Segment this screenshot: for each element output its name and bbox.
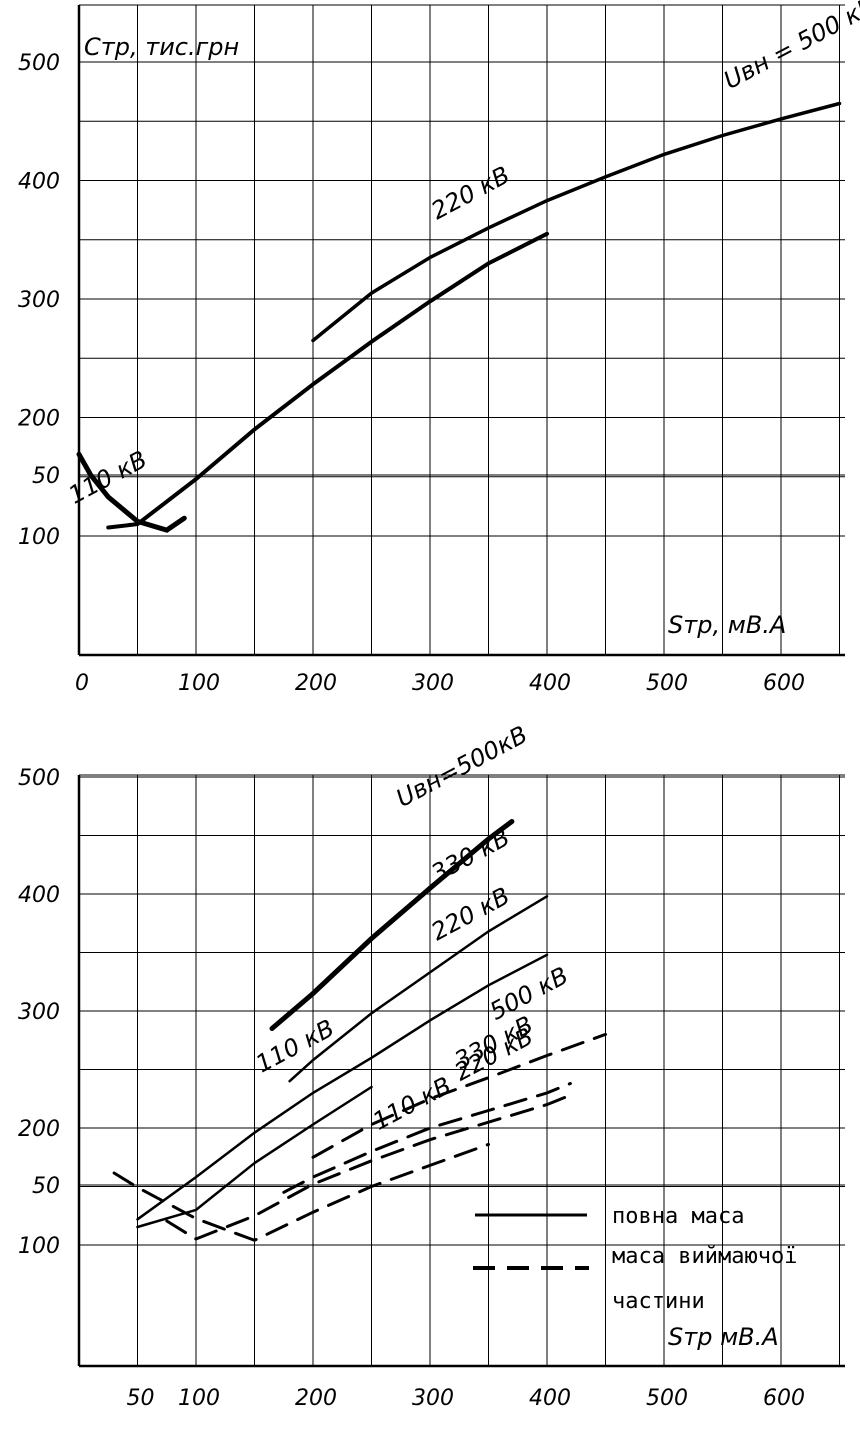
y-tick-label: 300 bbox=[18, 288, 60, 313]
chart-top: 50 100 200 300 400 500 0 100 200 300 400 500 600 Стр,… bbox=[18, 0, 860, 696]
series-line bbox=[76, 451, 187, 533]
x-tick-label: 400 bbox=[529, 671, 571, 696]
x-tick-label: 300 bbox=[412, 671, 454, 696]
y-tick-label: 50 bbox=[32, 1174, 60, 1199]
series-line bbox=[136, 1085, 373, 1229]
x-tick-label: 0 bbox=[75, 671, 89, 696]
y-tick-label: 400 bbox=[18, 883, 60, 908]
x-tick-label: 600 bbox=[763, 671, 805, 696]
x-tick-label: 100 bbox=[178, 671, 220, 696]
legend-label-solid: повна маса bbox=[612, 1204, 744, 1229]
series-line bbox=[282, 1082, 572, 1194]
x-tick-label: 300 bbox=[412, 1386, 454, 1411]
x-tick-label: 600 bbox=[763, 1386, 805, 1411]
x-tick-label: 50 bbox=[127, 1386, 155, 1411]
series-line bbox=[136, 953, 549, 1221]
series-label: 110 кВ bbox=[251, 1014, 339, 1078]
series-label: Uвн = 500 кВ bbox=[719, 0, 860, 95]
x-tick-label: 500 bbox=[646, 1386, 688, 1411]
series-line bbox=[106, 231, 549, 530]
series-line bbox=[311, 1032, 607, 1159]
series-label: 330 кВ bbox=[427, 823, 515, 887]
series-line bbox=[269, 819, 515, 1031]
x-tick-label: 500 bbox=[646, 671, 688, 696]
y-tick-label: 500 bbox=[18, 51, 60, 76]
series-label: 500 кВ bbox=[485, 961, 573, 1025]
chart-bottom: 50 100 200 300 400 500 50 100 200 300 400 500 600 Sтр… bbox=[18, 720, 845, 1411]
legend-label-dashed-2: частини bbox=[612, 1289, 705, 1314]
legend-label-dashed: маса виймаючої bbox=[612, 1244, 797, 1269]
series-label: 220 кВ bbox=[427, 882, 515, 946]
x-tick-label: 100 bbox=[178, 1386, 220, 1411]
x-axis-label: Sтр мВ.А bbox=[668, 1323, 779, 1351]
series-label: 220 кВ bbox=[427, 161, 515, 225]
y-tick-label: 300 bbox=[18, 1000, 60, 1025]
y-tick-label: 200 bbox=[18, 1117, 60, 1142]
y-tick-label: 50 bbox=[32, 464, 60, 489]
x-axis-label: Sтр, мВ.А bbox=[668, 611, 786, 639]
series-line bbox=[288, 895, 549, 1083]
x-tick-label: 400 bbox=[529, 1386, 571, 1411]
y-tick-label: 500 bbox=[18, 766, 60, 791]
x-tick-label: 200 bbox=[295, 671, 337, 696]
series-line bbox=[311, 101, 842, 343]
y-axis-label: Стр, тис.грн bbox=[84, 33, 239, 61]
y-tick-label: 100 bbox=[18, 1234, 60, 1259]
x-tick-label: 200 bbox=[295, 1386, 337, 1411]
y-tick-label: 400 bbox=[18, 170, 60, 195]
series-line bbox=[165, 1093, 572, 1241]
series-line bbox=[112, 1142, 490, 1242]
y-tick-label: 100 bbox=[18, 525, 60, 550]
y-tick-label: 200 bbox=[18, 407, 60, 432]
series-label: Uвн=500кВ bbox=[392, 720, 533, 812]
series-label: 110 кВ bbox=[368, 1071, 456, 1135]
